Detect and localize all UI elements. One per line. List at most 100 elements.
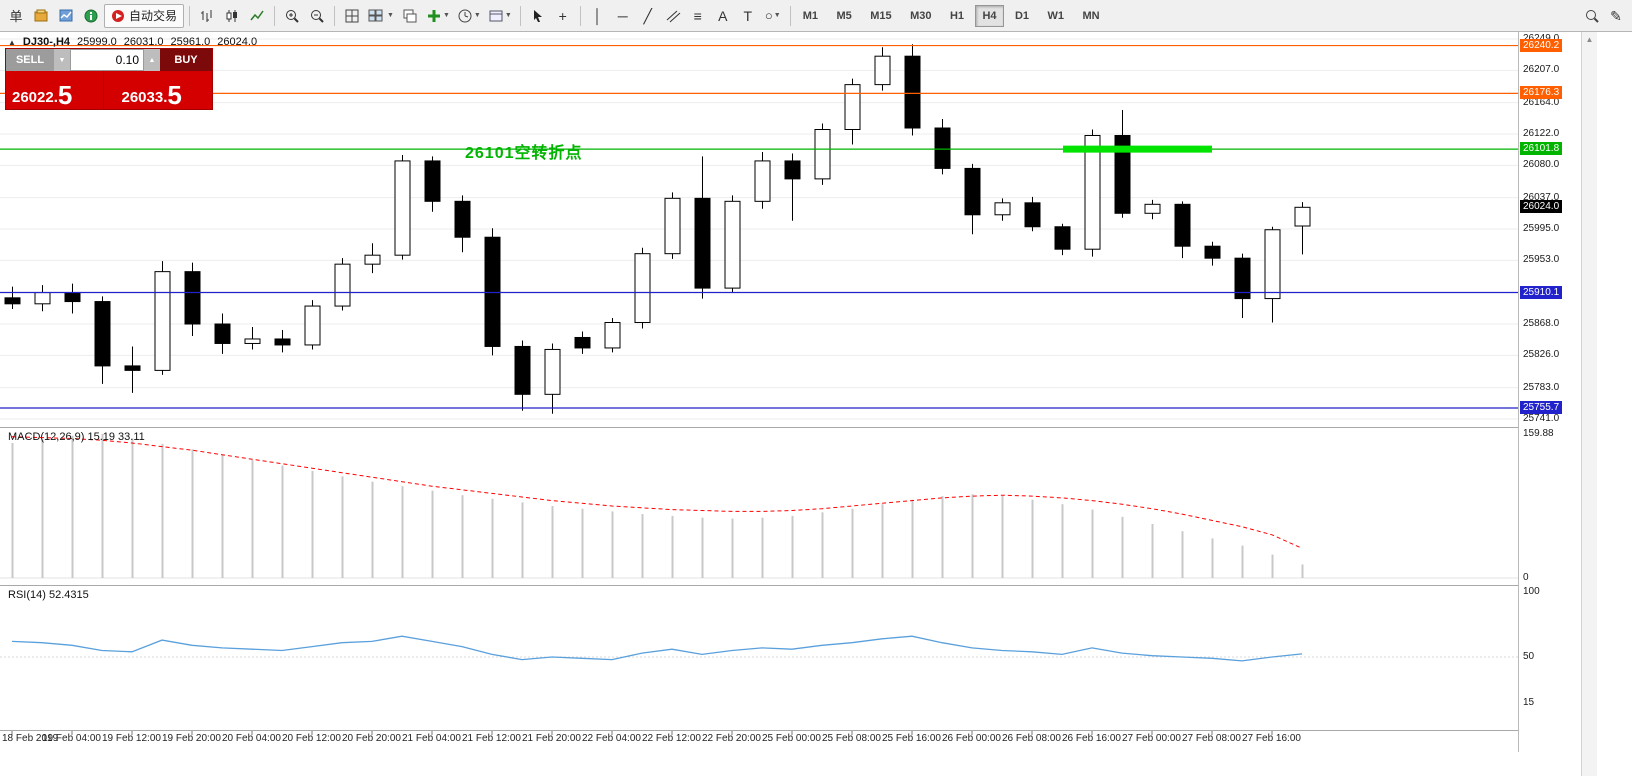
macd-signal-line — [11, 436, 1303, 549]
period-clock-icon[interactable]: ▼ — [454, 4, 484, 28]
lot-increase-button[interactable]: ▲ — [144, 49, 160, 71]
zoom-out-icon[interactable] — [305, 4, 329, 28]
timeframe-mn[interactable]: MN — [1075, 5, 1106, 27]
horizontal-line-icon[interactable]: ─ — [611, 4, 635, 28]
price-line-badge[interactable]: 25755.7 — [1520, 401, 1563, 415]
bar-chart-icon[interactable] — [195, 4, 219, 28]
toolbar-separator — [789, 5, 791, 26]
new-order-button[interactable]: 单 — [4, 4, 28, 28]
time-axis-label: 26 Feb 16:00 — [1062, 733, 1121, 744]
time-axis-label: 25 Feb 00:00 — [762, 733, 821, 744]
vertical-line-icon[interactable]: │ — [586, 4, 610, 28]
buy-price-frac: 5 — [167, 79, 182, 110]
text-icon[interactable]: A — [711, 4, 735, 28]
time-axis-label: 22 Feb 12:00 — [642, 733, 701, 744]
toolbar-separator — [519, 5, 521, 26]
market-watch-icon — [59, 9, 73, 21]
buy-price[interactable]: 26033. 5 — [102, 71, 213, 110]
templates-icon[interactable]: ▼ — [485, 4, 515, 28]
sell-price[interactable]: 26022. 5 — [6, 71, 103, 109]
macd-axis-label: 0 — [1523, 572, 1529, 583]
auto-trading-button[interactable]: 自动交易 — [104, 3, 185, 28]
search-icon[interactable] — [1580, 4, 1604, 28]
current-price-badge[interactable]: 26024.0 — [1520, 200, 1563, 214]
tile-windows-icon[interactable]: ▼ — [365, 4, 397, 28]
chart-annotation-text[interactable]: 26101空转折点 — [465, 145, 583, 162]
ellipse-icon: ○ — [764, 8, 773, 23]
sell-price-main: 26022. — [12, 89, 58, 106]
fibonacci-icon[interactable]: ≡ — [686, 4, 710, 28]
price-line-badge[interactable]: 26101.8 — [1520, 142, 1563, 156]
trendline-icon[interactable]: ╱ — [636, 4, 660, 28]
timeframe-h1[interactable]: H1 — [943, 5, 971, 27]
sell-button[interactable]: SELL — [6, 49, 54, 71]
timeframe-m5[interactable]: M5 — [830, 5, 859, 27]
rsi-panel-separator[interactable] — [0, 585, 1582, 586]
chart-canvas[interactable] — [0, 32, 1518, 752]
rsi-axis-label: 100 — [1523, 586, 1540, 597]
price-axis[interactable]: 26249.0 26207.0 26164.0 26122.0 26080.0 26037… — [1519, 32, 1581, 776]
one-click-trading-panel: SELL ▼ ▲ BUY 26022.5 26033.5 — [6, 49, 212, 109]
cursor-icon[interactable] — [526, 4, 550, 28]
macd-panel-separator[interactable] — [0, 427, 1582, 428]
price-axis-label: 25783.0 — [1523, 381, 1560, 393]
add-indicator-icon[interactable]: ▼ — [423, 4, 453, 28]
buy-button[interactable]: BUY — [160, 49, 212, 71]
ohlc-open: 25999.0 — [77, 36, 117, 48]
data-window-icon[interactable] — [79, 4, 103, 28]
time-axis-label: 20 Feb 20:00 — [342, 733, 401, 744]
price-line-badge[interactable]: 25910.1 — [1520, 285, 1563, 299]
price-axis-label: 26249.0 — [1523, 33, 1559, 44]
toolbar-separator — [274, 5, 276, 26]
rsi-axis-label: 50 — [1523, 651, 1535, 662]
price-line-badge[interactable]: 26176.3 — [1520, 86, 1563, 100]
auto-trading-play-icon — [112, 9, 124, 22]
toolbar-separator — [579, 5, 581, 26]
scroll-up-icon[interactable]: ▲ — [1585, 35, 1594, 44]
timeframe-h4[interactable]: H4 — [975, 4, 1004, 27]
collapse-icon[interactable]: ▲ — [8, 37, 16, 47]
market-watch-icon[interactable] — [54, 4, 78, 28]
price-axis-label: 26207.0 — [1523, 64, 1560, 76]
time-axis[interactable]: 18 Feb 2019 19 Feb 04:00 19 Feb 12:00 19 Fe… — [0, 731, 1518, 753]
crosshair-icon[interactable]: + — [551, 4, 575, 28]
ohlc-high: 26031.0 — [123, 36, 164, 48]
channel-icon[interactable] — [661, 4, 685, 28]
timeframe-w1[interactable]: W1 — [1041, 5, 1072, 27]
timeframe-m15[interactable]: M15 — [863, 5, 898, 27]
timeframe-m1[interactable]: M1 — [796, 5, 825, 27]
vertical-scrollbar[interactable]: ▲ — [1581, 32, 1597, 776]
ohlc-close: 26024.0 — [217, 36, 258, 48]
lot-size-input[interactable] — [70, 49, 144, 71]
profiles-icon[interactable] — [29, 4, 53, 28]
lot-dropdown-button[interactable]: ▼ — [54, 49, 70, 71]
toolbar-separator — [334, 5, 336, 26]
pencil-icon[interactable]: ✎ — [1604, 4, 1628, 28]
price-line-badge[interactable]: 26240.2 — [1520, 38, 1563, 52]
price-axis-label: 26122.0 — [1523, 127, 1560, 139]
text-label-icon[interactable]: T — [736, 4, 760, 28]
time-axis-label: 21 Feb 12:00 — [462, 733, 521, 744]
time-axis-label: 21 Feb 20:00 — [522, 733, 581, 744]
profiles-icon — [34, 9, 48, 21]
timeframe-d1[interactable]: D1 — [1008, 5, 1036, 27]
time-axis-label: 25 Feb 08:00 — [822, 733, 881, 744]
shapes-icon[interactable]: ○ ▼ — [761, 4, 785, 28]
auto-trading-label: 自动交易 — [129, 9, 178, 23]
time-axis-label: 18 Feb 2019 — [2, 733, 59, 744]
time-axis-label: 26 Feb 00:00 — [942, 733, 1001, 744]
candlestick-chart-icon[interactable] — [220, 4, 244, 28]
cascade-windows-icon[interactable] — [398, 4, 422, 28]
time-axis-label: 19 Feb 20:00 — [162, 733, 221, 744]
time-axis-label: 25 Feb 16:00 — [882, 733, 941, 744]
price-axis-label: 25826.0 — [1523, 349, 1560, 361]
price-axis-label: 26037.0 — [1523, 191, 1560, 203]
timeframe-m30[interactable]: M30 — [903, 5, 938, 27]
price-axis-border — [1518, 32, 1519, 752]
zoom-in-icon[interactable] — [280, 4, 304, 28]
grid-icon[interactable] — [340, 4, 364, 28]
line-chart-icon[interactable] — [245, 4, 269, 28]
time-axis-label: 19 Feb 04:00 — [42, 733, 101, 744]
time-axis-label: 27 Feb 00:00 — [1122, 733, 1181, 744]
